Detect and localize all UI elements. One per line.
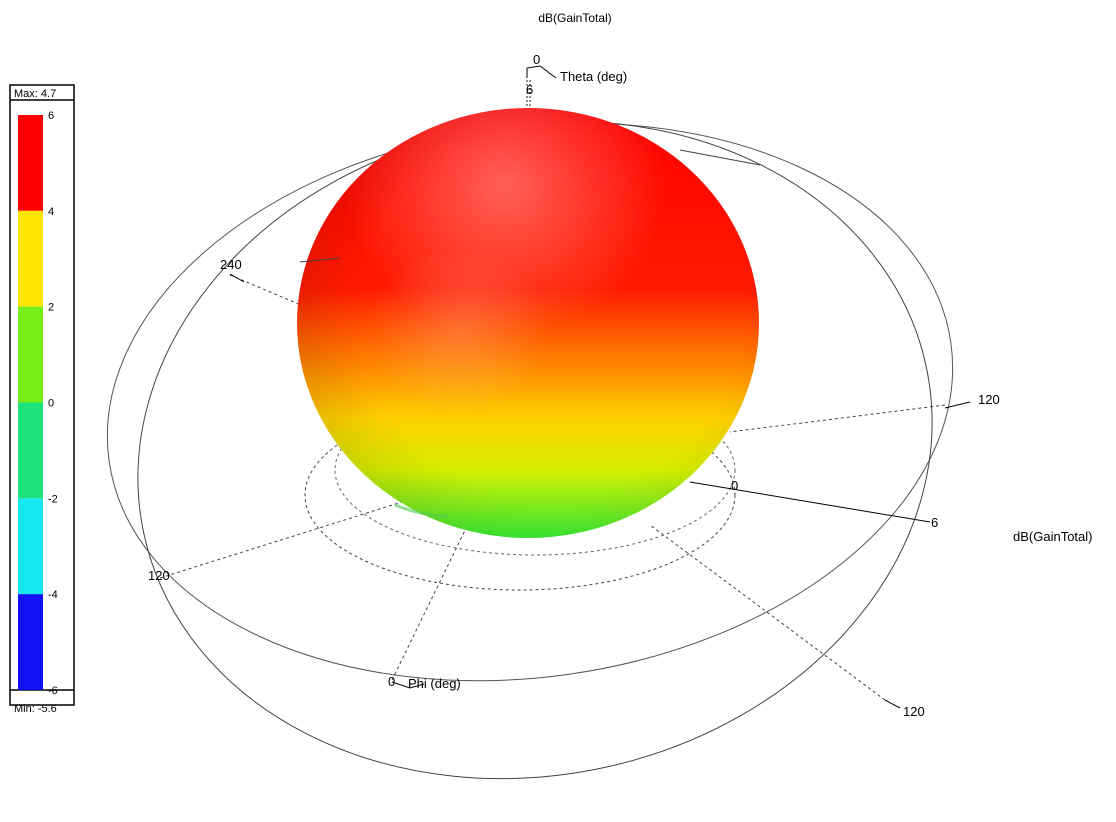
legend-band-4: [18, 498, 43, 595]
phi-axis-label: Phi (deg): [408, 676, 461, 691]
tick-240: 240: [220, 257, 242, 272]
color-legend: Max: 4.7 Min: -5.6 6 4 2 0 -2 -4 -6: [9, 84, 75, 715]
chart-title: dB(GainTotal): [538, 11, 611, 25]
legend-band-5: [18, 594, 43, 690]
radial-gain-axis: [689, 481, 931, 523]
tick-bottom-right-120: 120: [903, 704, 925, 719]
legend-band-0: [18, 115, 43, 211]
theta-top-zero: 0: [533, 52, 540, 67]
legend-max-label: Max: 4.7: [14, 88, 56, 100]
legend-tick-label-4: -2: [48, 493, 58, 505]
phi-axis-dotted: [391, 519, 471, 681]
radial-bottom-right-120: [649, 524, 886, 701]
legend-tick-label-5: -4: [48, 589, 58, 601]
gain-axis-label: dB(GainTotal): [1013, 529, 1092, 544]
legend-tick-label-0: 6: [48, 110, 54, 122]
radial-tick-zero: 0: [731, 478, 738, 493]
radial-right-120: [729, 404, 946, 433]
legend-tick-label-6: -6: [48, 685, 58, 697]
theta-top-six: 6: [526, 82, 533, 97]
phi-origin-zero: 0: [388, 674, 395, 689]
legend-band-2: [18, 306, 43, 403]
radial-left-120: [159, 489, 441, 579]
radial-tick-six: 6: [931, 515, 938, 530]
legend-min-label: Min: -5.6: [14, 703, 57, 715]
theta-axis-label: Theta (deg): [560, 69, 627, 84]
legend-band-1: [18, 210, 43, 307]
legend-tick-label-3: 0: [48, 398, 54, 410]
legend-tick-label-1: 4: [48, 206, 54, 218]
legend-band-3: [18, 402, 43, 499]
gain-pattern-sphere: [297, 108, 759, 538]
legend-tick-label-2: 2: [48, 302, 54, 314]
tick-left-120: 120: [148, 568, 170, 583]
tick-right-120: 120: [978, 392, 1000, 407]
